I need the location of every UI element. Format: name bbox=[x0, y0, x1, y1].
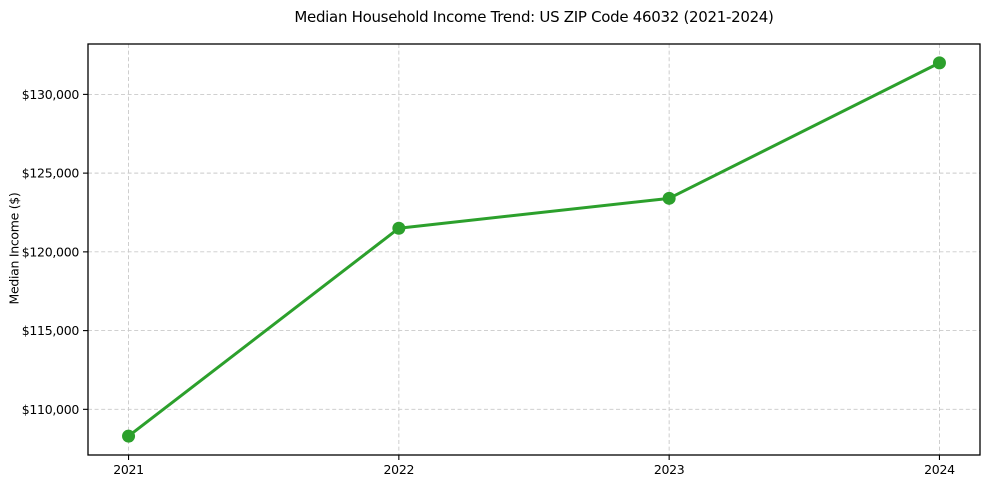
x-tick-label: 2024 bbox=[924, 462, 955, 477]
y-tick-label: $110,000 bbox=[22, 402, 80, 417]
trend-line bbox=[127, 61, 941, 438]
data-point bbox=[662, 191, 676, 205]
y-axis-label: Median Income ($) bbox=[6, 192, 22, 305]
chart-title: Median Household Income Trend: US ZIP Co… bbox=[294, 8, 774, 26]
plot-border bbox=[87, 43, 981, 456]
data-point bbox=[932, 56, 946, 70]
data-point bbox=[122, 429, 136, 443]
y-tick-label: $120,000 bbox=[22, 244, 80, 259]
x-tick-label: 2023 bbox=[654, 462, 685, 477]
x-tick-label: 2021 bbox=[113, 462, 144, 477]
data-point bbox=[392, 221, 406, 235]
y-tick-label: $125,000 bbox=[22, 166, 80, 181]
y-tick-label: $130,000 bbox=[22, 87, 80, 102]
x-tick-label: 2022 bbox=[384, 462, 415, 477]
y-tick-label: $115,000 bbox=[22, 323, 80, 338]
